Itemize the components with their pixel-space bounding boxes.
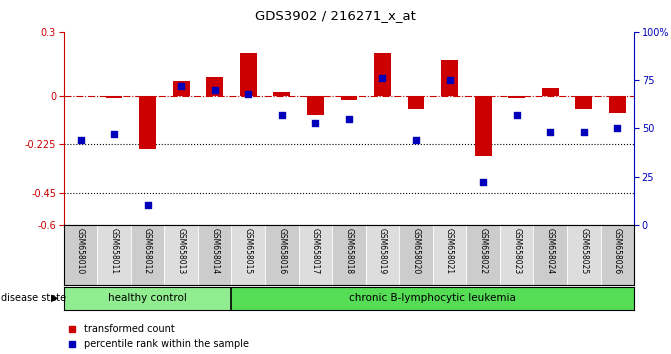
Bar xyxy=(164,225,198,285)
Point xyxy=(444,77,455,83)
Bar xyxy=(509,96,525,98)
Text: disease state: disease state xyxy=(1,293,66,303)
Text: GSM658010: GSM658010 xyxy=(76,228,85,274)
Bar xyxy=(307,96,323,115)
Bar xyxy=(140,96,156,149)
Bar xyxy=(609,96,625,113)
Text: GSM658020: GSM658020 xyxy=(411,228,421,274)
Point xyxy=(545,129,556,135)
Bar xyxy=(474,96,491,156)
Bar xyxy=(542,87,558,96)
Bar xyxy=(274,92,290,96)
Text: healthy control: healthy control xyxy=(108,293,187,303)
Text: GSM658014: GSM658014 xyxy=(210,228,219,274)
Bar xyxy=(442,60,458,96)
Bar xyxy=(299,225,332,285)
Bar xyxy=(97,225,131,285)
Point xyxy=(411,137,421,143)
Text: GSM658023: GSM658023 xyxy=(512,228,521,274)
Bar xyxy=(366,225,399,285)
Text: GSM658012: GSM658012 xyxy=(143,228,152,274)
Point xyxy=(344,116,354,121)
Bar xyxy=(64,287,231,310)
Bar xyxy=(64,225,97,285)
Bar xyxy=(407,96,424,109)
Bar xyxy=(567,225,601,285)
Point xyxy=(511,112,522,118)
Point xyxy=(377,75,388,81)
Text: GSM658017: GSM658017 xyxy=(311,228,320,274)
Bar xyxy=(374,53,391,96)
Point xyxy=(243,91,254,96)
Bar xyxy=(332,225,366,285)
Text: GSM658026: GSM658026 xyxy=(613,228,622,274)
Bar xyxy=(265,225,299,285)
Text: GSM658016: GSM658016 xyxy=(277,228,287,274)
Text: chronic B-lymphocytic leukemia: chronic B-lymphocytic leukemia xyxy=(350,293,516,303)
Text: GDS3902 / 216271_x_at: GDS3902 / 216271_x_at xyxy=(255,9,416,22)
Text: GSM658011: GSM658011 xyxy=(109,228,119,274)
Point xyxy=(578,129,589,135)
Bar xyxy=(533,225,567,285)
Text: GSM658015: GSM658015 xyxy=(244,228,253,274)
Text: GSM658013: GSM658013 xyxy=(176,228,186,274)
Text: GSM658022: GSM658022 xyxy=(478,228,488,274)
Point xyxy=(478,179,488,185)
Bar xyxy=(231,287,634,310)
Bar xyxy=(231,225,265,285)
Bar xyxy=(340,96,357,101)
Bar xyxy=(198,225,231,285)
Bar xyxy=(601,225,634,285)
Point xyxy=(612,125,623,131)
Legend: transformed count, percentile rank within the sample: transformed count, percentile rank withi… xyxy=(68,324,249,349)
Point xyxy=(310,120,321,125)
Bar xyxy=(575,96,592,109)
Bar xyxy=(466,225,500,285)
Bar xyxy=(105,96,122,98)
Text: GSM658024: GSM658024 xyxy=(546,228,555,274)
Text: GSM658019: GSM658019 xyxy=(378,228,387,274)
Bar xyxy=(172,81,189,96)
Point xyxy=(176,83,187,89)
Text: GSM658021: GSM658021 xyxy=(445,228,454,274)
Point xyxy=(75,137,86,143)
Text: GSM658025: GSM658025 xyxy=(579,228,588,274)
Bar xyxy=(240,53,256,96)
Bar xyxy=(207,77,223,96)
Text: ▶: ▶ xyxy=(51,293,58,303)
Point xyxy=(276,112,287,118)
Text: GSM658018: GSM658018 xyxy=(344,228,354,274)
Bar xyxy=(500,225,533,285)
Bar xyxy=(131,225,164,285)
Point xyxy=(142,202,153,208)
Point xyxy=(109,131,119,137)
Bar xyxy=(399,225,433,285)
Bar xyxy=(433,225,466,285)
Point xyxy=(209,87,220,93)
